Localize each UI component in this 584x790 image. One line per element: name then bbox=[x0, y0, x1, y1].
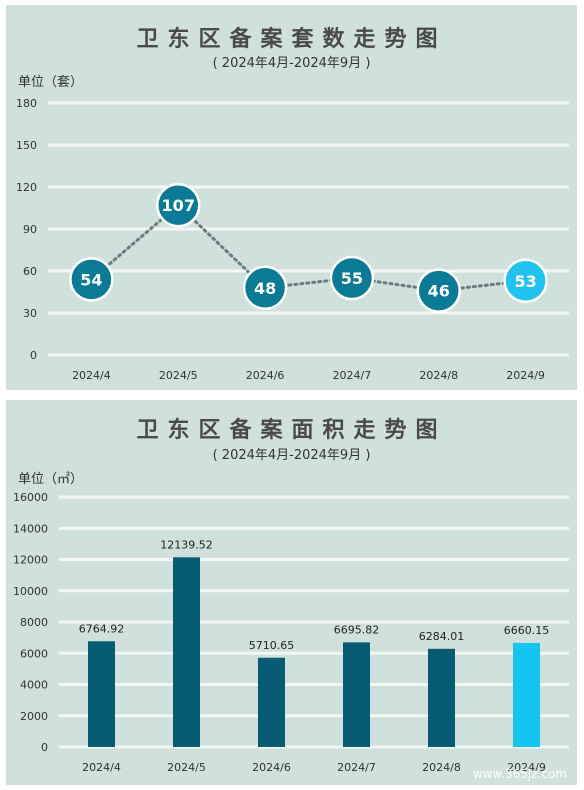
y-tick-label: 12000 bbox=[13, 554, 48, 567]
data-label: 6660.15 bbox=[504, 624, 550, 637]
area-chart-title: 卫东区备案面积走势图 bbox=[136, 418, 447, 443]
data-point bbox=[156, 182, 201, 228]
y-tick-label: 150 bbox=[16, 139, 37, 152]
y-tick-label: 120 bbox=[16, 181, 37, 194]
x-tick-label: 2024/8 bbox=[419, 369, 458, 382]
data-label: 55 bbox=[341, 269, 363, 288]
data-label: 5710.65 bbox=[249, 639, 295, 652]
data-label: 46 bbox=[428, 282, 450, 301]
y-tick-label: 90 bbox=[23, 223, 37, 236]
x-tick-label: 2024/6 bbox=[246, 369, 285, 382]
data-label: 54 bbox=[80, 270, 102, 289]
y-tick-label: 180 bbox=[16, 97, 37, 110]
data-point bbox=[503, 258, 548, 304]
bar bbox=[428, 648, 455, 747]
data-point bbox=[329, 255, 375, 301]
units-chart-panel: 卫东区备案套数走势图 ( 2024年4月-2024年9月 ) 单位（套） 0 30… bbox=[6, 5, 577, 390]
units-chart-unit-label: 单位（套） bbox=[18, 75, 84, 90]
y-tick-label: 10000 bbox=[13, 585, 48, 598]
watermark: www.365jz.com bbox=[472, 767, 567, 781]
data-label: 53 bbox=[514, 272, 536, 291]
units-chart-subtitle: ( 2024年4月-2024年9月 ) bbox=[212, 56, 371, 71]
data-point bbox=[242, 265, 288, 311]
y-tick-label: 16000 bbox=[13, 491, 48, 504]
x-tick-label: 2024/9 bbox=[507, 761, 546, 774]
y-tick-label: 14000 bbox=[13, 522, 48, 535]
x-tick-label: 2024/7 bbox=[333, 369, 372, 382]
bar bbox=[343, 642, 370, 747]
area-chart-panel: 卫东区备案面积走势图 ( 2024年4月-2024年9月 ) 单位（㎡） 0 20… bbox=[6, 400, 577, 785]
y-tick-label: 6000 bbox=[20, 647, 48, 660]
area-chart-unit-label: 单位（㎡） bbox=[18, 472, 84, 487]
data-label: 48 bbox=[254, 279, 276, 298]
bar bbox=[173, 557, 200, 747]
x-tick-label: 2024/8 bbox=[422, 761, 461, 774]
data-label: 107 bbox=[162, 196, 195, 215]
area-chart-subtitle: ( 2024年4月-2024年9月 ) bbox=[212, 448, 371, 463]
y-tick-label: 0 bbox=[30, 349, 37, 362]
data-label: 12139.52 bbox=[160, 538, 213, 551]
data-point bbox=[69, 257, 114, 302]
bar bbox=[258, 657, 285, 747]
x-tick-label: 2024/6 bbox=[252, 761, 291, 774]
bar bbox=[513, 642, 540, 747]
data-label: 6284.01 bbox=[419, 630, 465, 643]
x-tick-label: 2024/4 bbox=[82, 761, 121, 774]
units-line-chart: 0 30 60 90 120 150 180 2024/4 2024/5 2024/6 2024/7… bbox=[16, 97, 569, 382]
area-bar-chart: 0 2000 4000 6000 8000 10000 12000 14000 16000 676… bbox=[13, 491, 569, 774]
data-point bbox=[416, 268, 461, 313]
y-tick-label: 8000 bbox=[20, 616, 48, 629]
series-line bbox=[89, 203, 528, 293]
bar bbox=[88, 641, 115, 747]
x-tick-label: 2024/4 bbox=[72, 369, 111, 382]
x-tick-label: 2024/5 bbox=[167, 761, 206, 774]
y-tick-label: 2000 bbox=[20, 710, 48, 723]
x-tick-label: 2024/7 bbox=[337, 761, 376, 774]
y-tick-label: 0 bbox=[41, 741, 48, 754]
x-tick-label: 2024/5 bbox=[159, 369, 198, 382]
y-tick-label: 30 bbox=[23, 307, 37, 320]
data-label: 6695.82 bbox=[334, 623, 380, 636]
units-chart-title: 卫东区备案套数走势图 bbox=[136, 27, 447, 52]
x-tick-label: 2024/9 bbox=[506, 369, 545, 382]
data-label: 6764.92 bbox=[79, 622, 125, 635]
y-tick-label: 4000 bbox=[20, 679, 48, 692]
y-tick-label: 60 bbox=[23, 265, 37, 278]
